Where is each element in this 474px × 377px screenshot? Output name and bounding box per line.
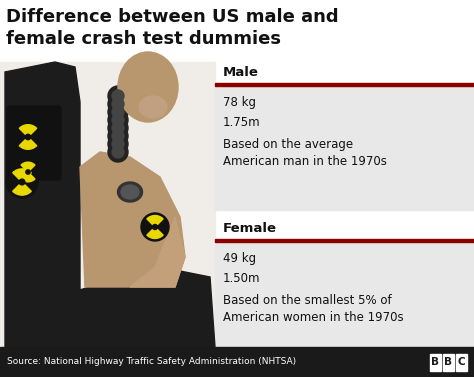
- Circle shape: [19, 179, 25, 185]
- Polygon shape: [130, 217, 185, 287]
- Wedge shape: [21, 172, 35, 182]
- Polygon shape: [5, 62, 80, 347]
- Text: Source: National Highway Traffic Safety Administration (NHTSA): Source: National Highway Traffic Safety …: [7, 357, 296, 366]
- Circle shape: [108, 118, 128, 138]
- Text: B: B: [445, 357, 453, 367]
- Circle shape: [108, 134, 128, 154]
- Circle shape: [112, 130, 124, 142]
- Circle shape: [108, 142, 128, 162]
- Bar: [215, 239, 474, 242]
- Text: 49 kg: 49 kg: [223, 252, 256, 265]
- Circle shape: [13, 122, 43, 152]
- Circle shape: [112, 122, 124, 134]
- Polygon shape: [20, 267, 215, 347]
- Text: female crash test dummies: female crash test dummies: [6, 30, 281, 48]
- Circle shape: [108, 126, 128, 146]
- Circle shape: [108, 102, 128, 122]
- Circle shape: [16, 160, 40, 184]
- Circle shape: [108, 86, 128, 106]
- Bar: [430, 354, 441, 371]
- Text: C: C: [458, 357, 465, 367]
- Text: 1.50m: 1.50m: [223, 272, 261, 285]
- Text: B: B: [431, 357, 439, 367]
- Bar: [215, 84, 474, 210]
- Circle shape: [112, 90, 124, 102]
- Text: Male: Male: [223, 66, 259, 79]
- Circle shape: [153, 224, 157, 230]
- Bar: [0, 0, 474, 62]
- Text: 1.75m: 1.75m: [223, 116, 261, 129]
- Text: Based on the average
American man in the 1970s: Based on the average American man in the…: [223, 138, 387, 168]
- Bar: [456, 354, 467, 371]
- FancyBboxPatch shape: [7, 106, 61, 180]
- Wedge shape: [13, 182, 31, 195]
- Text: Based on the smallest 5% of
American women in the 1970s: Based on the smallest 5% of American wom…: [223, 294, 404, 324]
- Circle shape: [6, 166, 38, 198]
- Text: Difference between US male and: Difference between US male and: [6, 8, 338, 26]
- Wedge shape: [13, 169, 31, 182]
- Ellipse shape: [118, 52, 178, 122]
- Circle shape: [112, 146, 124, 158]
- Bar: [0, 62, 215, 347]
- Circle shape: [26, 170, 30, 174]
- Circle shape: [25, 134, 31, 140]
- Wedge shape: [147, 227, 163, 239]
- Wedge shape: [21, 162, 35, 172]
- Wedge shape: [19, 125, 36, 137]
- Circle shape: [112, 98, 124, 110]
- Bar: [215, 83, 474, 86]
- Wedge shape: [147, 216, 163, 227]
- Bar: [443, 354, 454, 371]
- Circle shape: [112, 106, 124, 118]
- Ellipse shape: [118, 182, 143, 202]
- Circle shape: [112, 138, 124, 150]
- Ellipse shape: [121, 185, 139, 199]
- Bar: [0, 347, 474, 377]
- Text: 78 kg: 78 kg: [223, 96, 256, 109]
- Circle shape: [112, 114, 124, 126]
- Circle shape: [141, 213, 169, 241]
- Ellipse shape: [139, 96, 167, 118]
- Text: Female: Female: [223, 222, 277, 235]
- Bar: [215, 240, 474, 347]
- Wedge shape: [19, 137, 36, 149]
- Circle shape: [108, 110, 128, 130]
- Circle shape: [108, 94, 128, 114]
- Polygon shape: [80, 152, 185, 287]
